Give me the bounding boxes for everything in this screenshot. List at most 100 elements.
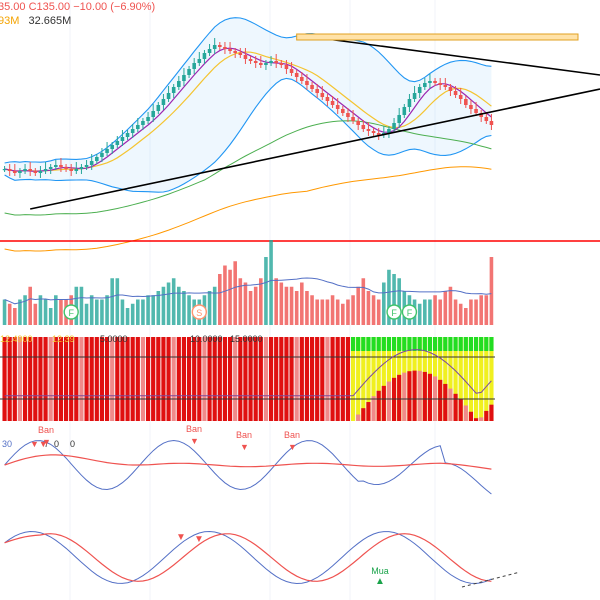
heatmap-cell (12, 337, 17, 421)
candle-body (177, 81, 181, 87)
volume-bar (443, 291, 448, 325)
candle-body (412, 93, 417, 99)
heatmap-cell (407, 337, 412, 351)
volume-bar (484, 295, 489, 325)
heatmap-cell (484, 337, 489, 351)
volume-bar (438, 299, 442, 325)
heatmap-cell (28, 337, 33, 421)
candle-body (223, 47, 227, 49)
candle-body (228, 49, 232, 51)
heatmap-cell (376, 337, 381, 351)
heatmap-cell (207, 337, 212, 421)
heatmap-cell (443, 337, 448, 351)
candle-body (33, 171, 38, 173)
volume-bar (458, 303, 463, 325)
candle-body (218, 45, 222, 47)
heatmap-cell (381, 337, 386, 421)
volume-bar (18, 299, 22, 325)
candle-body (115, 141, 120, 145)
heatmap-cell (299, 337, 304, 421)
heatmap-cell (463, 337, 468, 421)
heatmap-cell (320, 337, 325, 421)
candle-body (325, 97, 330, 101)
heatmap-cell (63, 337, 69, 421)
candle-body (74, 169, 79, 171)
heatmap-cell (268, 337, 274, 421)
heatmap-cell (453, 337, 458, 351)
heatmap-cell (381, 385, 386, 421)
heatmap-cell (120, 337, 125, 421)
candle-body (464, 99, 468, 105)
heatmap-cell (397, 374, 402, 421)
heatmap-cell (361, 337, 366, 351)
heatmap-cell (74, 337, 79, 421)
volume-bar (371, 295, 376, 325)
heatmap-cell (371, 396, 376, 421)
candle-body (269, 61, 273, 63)
candle-body (279, 63, 284, 65)
candle-body (330, 101, 335, 105)
candles (2, 38, 494, 178)
candle-body (243, 55, 248, 59)
heatmap-cell (402, 372, 407, 421)
sell-marker: ▼ (240, 442, 249, 452)
heatmap-cell (110, 337, 115, 421)
ohlc-readout: 35.00 C135.00 −10.00 (−6.90%) (0, 1, 156, 13)
volume-bar (423, 299, 427, 325)
heatmap-cell (171, 337, 176, 421)
heatmap-cell (453, 337, 458, 421)
heatmap-cell (386, 381, 392, 421)
heatmap-cell (448, 337, 453, 351)
volume-bar (294, 291, 299, 325)
candle-body (54, 165, 58, 167)
volume-bar (233, 261, 237, 325)
heatmap-cell (161, 337, 166, 421)
heatmap-cell (89, 337, 94, 421)
volume-bar (356, 286, 360, 325)
heatmap-cell (438, 337, 443, 351)
ma-orange-line (4, 166, 492, 252)
candle-body (264, 63, 268, 65)
heatmap-cell (473, 337, 479, 351)
heatmap-cell (443, 337, 448, 421)
volume-bar (156, 291, 161, 325)
volume-bar (187, 295, 191, 325)
heatmap-cell (417, 337, 422, 351)
candle-body (95, 157, 99, 161)
volume-bar (315, 299, 319, 325)
heatmap-cell (356, 337, 361, 421)
candle-body (89, 161, 94, 165)
heatmap-cell (386, 337, 392, 351)
heatmap-cell (371, 337, 376, 351)
volume-bar (346, 299, 350, 325)
heatmap-cell (186, 337, 192, 421)
volume-bar (341, 303, 345, 325)
resistance-zone (296, 33, 579, 41)
candle-body (64, 167, 68, 169)
heatmap-cell (99, 337, 105, 421)
volume-bar (182, 291, 186, 325)
candle-body (346, 113, 350, 117)
volume-prefix: 93M (0, 15, 20, 27)
candle-body (100, 153, 104, 157)
trendline-lower (30, 88, 600, 210)
heatmap-cell (48, 337, 53, 421)
volume-bar (161, 286, 166, 325)
sell-label: Ban (284, 430, 300, 440)
heatmap-cell (402, 337, 407, 351)
heatmap-cell (489, 337, 494, 351)
volume-bar (146, 295, 150, 325)
heatmap-cell (381, 337, 386, 351)
heatmap-label: 12.4900 (0, 334, 33, 344)
heatmap-cell (417, 370, 422, 421)
candle-body (238, 53, 243, 55)
sell-label: Ban (38, 425, 54, 435)
candle-body (120, 137, 125, 141)
volume-bar (264, 257, 268, 325)
heatmap-cell (361, 408, 366, 421)
volume-bar (479, 295, 483, 325)
heatmap-cell (397, 337, 402, 351)
ma-green-line (4, 120, 492, 216)
candle-body (166, 93, 171, 99)
candle-body (259, 63, 263, 65)
